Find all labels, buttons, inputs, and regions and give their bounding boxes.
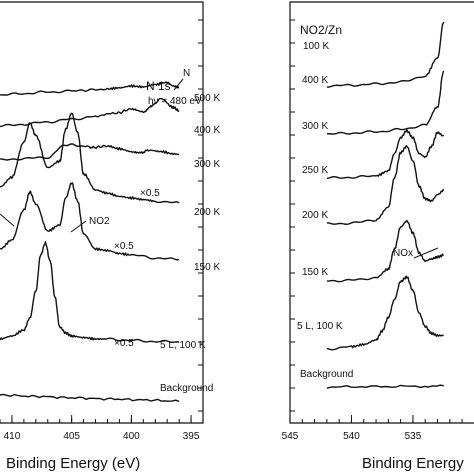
- right-series-label-400k: 400 K: [302, 75, 328, 86]
- x-tick-label: 410: [4, 431, 21, 442]
- spectrum-trace: [326, 144, 445, 226]
- series-label-background: Background: [160, 383, 213, 394]
- right-series-label-250k: 250 K: [302, 165, 328, 176]
- right-series-label-150k: 150 K: [302, 267, 328, 278]
- right-series-label-200k: 200 K: [302, 210, 328, 221]
- annotation-nox: NOx: [393, 248, 413, 259]
- annotation-n: N: [183, 68, 190, 79]
- series-label-300k: 300 K: [194, 159, 220, 170]
- left-panel-subtitle: hν = 480 eV: [148, 96, 202, 107]
- right-series-label-300k: 300 K: [302, 121, 328, 132]
- series-label-200k: 200 K: [194, 207, 220, 218]
- scale-note-100k: ×0.5: [114, 338, 134, 349]
- x-tick-label: 540: [343, 431, 360, 442]
- x-tick-label: 395: [183, 431, 200, 442]
- spectrum-trace: [326, 21, 445, 88]
- left-panel-title: N 1s: [146, 79, 171, 93]
- spectrum-trace: [0, 81, 180, 96]
- scale-note-200k: ×0.5: [140, 188, 160, 199]
- spectrum-trace: [0, 97, 180, 128]
- x-tick-label: 535: [405, 431, 422, 442]
- right-series-label-5l-100k: 5 L, 100 K: [297, 321, 343, 332]
- x-tick-label: 405: [63, 431, 80, 442]
- left-panel: 410 405 400 395 N 1s hν = 480 eV Binding En…: [0, 1, 220, 472]
- spectrum-trace: [0, 182, 180, 261]
- series-label-150k: 150 K: [194, 262, 220, 273]
- annotation-n-pointer: [173, 78, 184, 91]
- right-series-label-background: Background: [300, 369, 353, 380]
- spectrum-trace: [0, 143, 180, 161]
- right-panel: 545 540 535 NO2/Zn 100 K Binding Energy NO…: [282, 1, 474, 472]
- spectrum-trace: [326, 275, 444, 351]
- spectrum-trace: [0, 241, 180, 343]
- right-panel-subtitle: 100 K: [303, 41, 329, 52]
- annotation-no2-pointer: [70, 220, 87, 233]
- series-label-500k: 500 K: [194, 93, 220, 104]
- series-label-400k: 400 K: [194, 125, 220, 136]
- right-panel-frame: [289, 1, 474, 424]
- spectrum-trace: [0, 393, 180, 402]
- spectrum-trace: [326, 219, 444, 283]
- x-tick-label: 545: [282, 431, 299, 442]
- spectrum-trace: [326, 129, 445, 180]
- right-panel-title: NO2/Zn: [300, 23, 342, 37]
- annotation-no2: NO2: [89, 216, 110, 227]
- spectrum-trace: [0, 112, 180, 204]
- annotation-left-pointer: [0, 213, 15, 227]
- annotation-nox-pointer: [413, 247, 439, 259]
- left-x-axis-title: Binding Energy (eV): [6, 455, 140, 472]
- scale-note-150k: ×0.5: [114, 241, 134, 252]
- spectrum-trace: [326, 384, 444, 389]
- x-tick-label: 400: [123, 431, 140, 442]
- spectrum-trace: [326, 70, 445, 135]
- left-panel-frame: [0, 1, 204, 424]
- right-x-axis-title: Binding Energy: [362, 455, 464, 472]
- series-label-5l-100k: 5 L, 100 K: [160, 340, 206, 351]
